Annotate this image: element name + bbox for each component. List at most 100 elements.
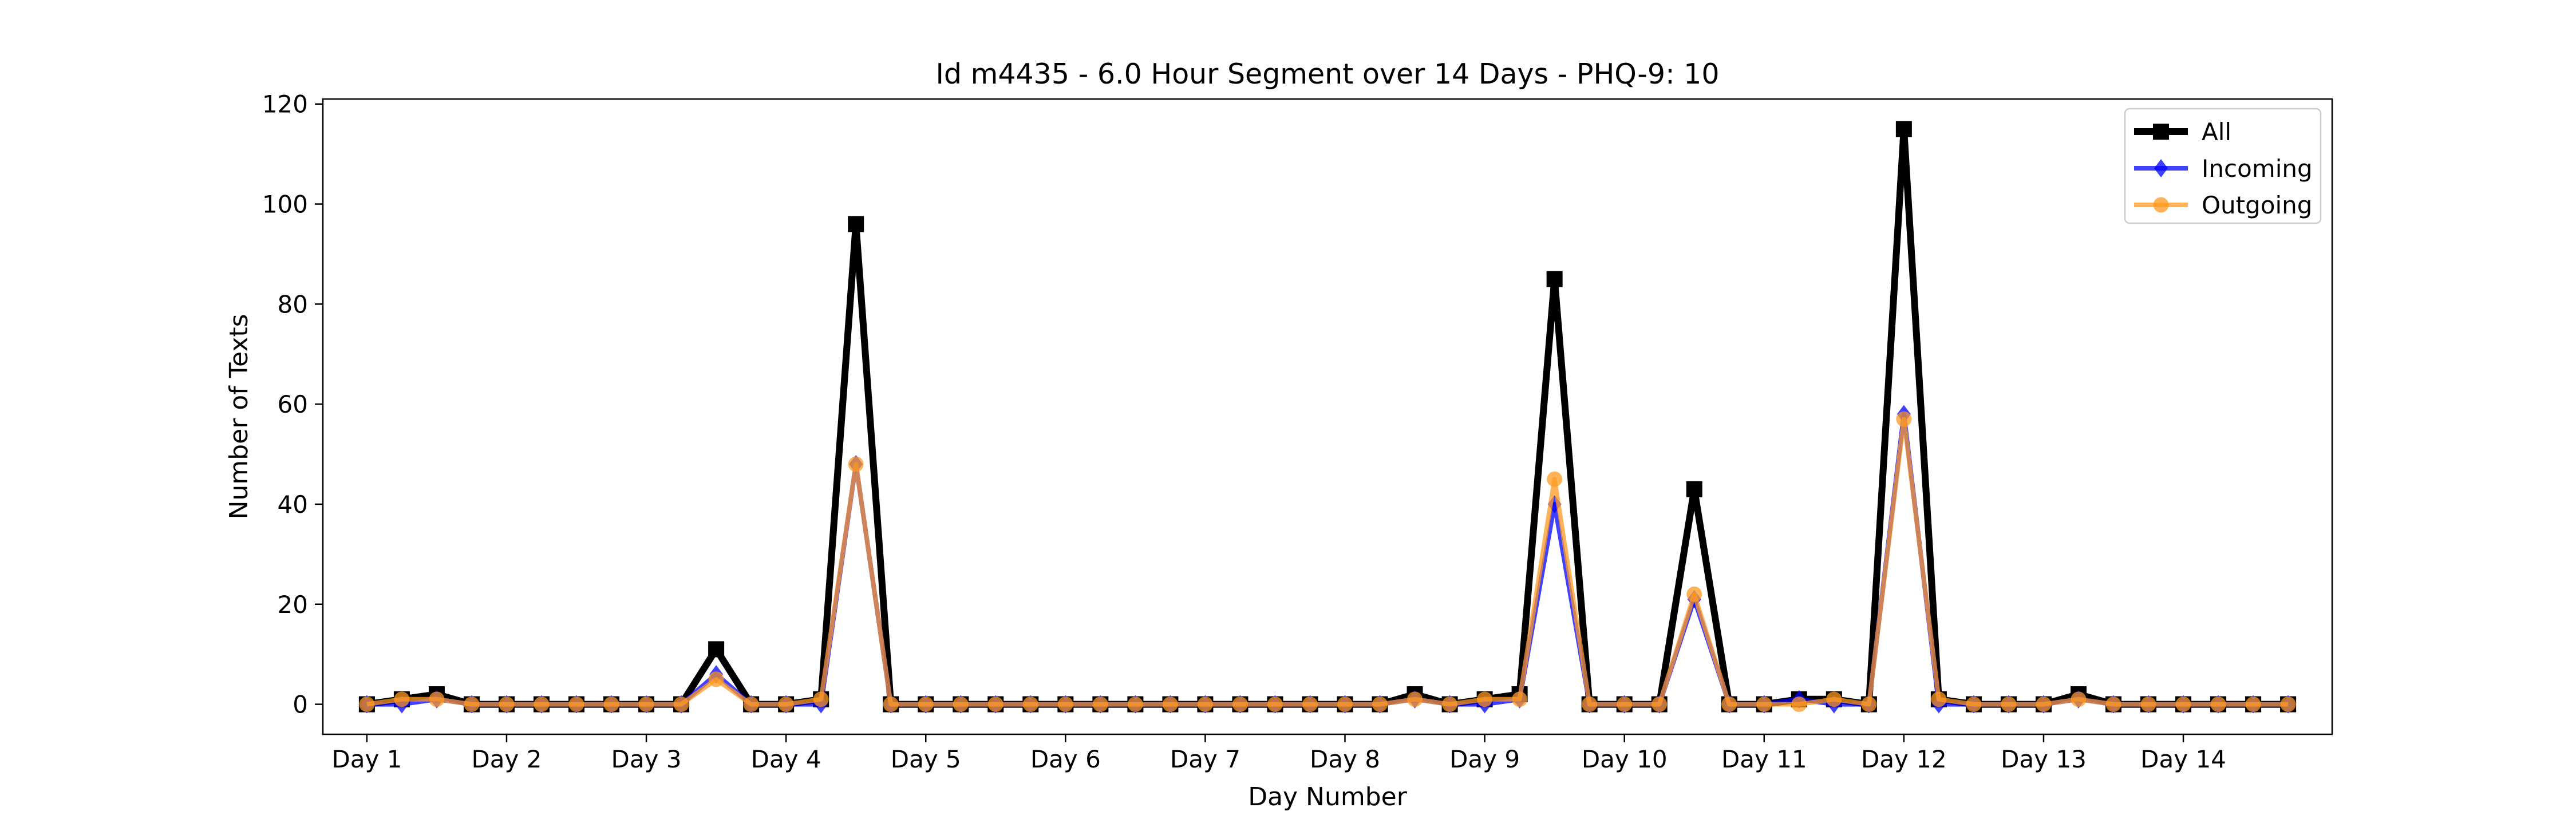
outgoing-point [1337, 697, 1353, 713]
outgoing-point [1931, 691, 1947, 707]
all-point [1546, 271, 1563, 287]
legend-label-outgoing: Outgoing [2202, 191, 2312, 219]
outgoing-point [2071, 691, 2087, 707]
outgoing-point [1127, 697, 1143, 713]
legend-label-all: All [2202, 118, 2231, 146]
outgoing-point [1477, 691, 1493, 707]
outgoing-point [2036, 697, 2052, 713]
outgoing-point [464, 697, 480, 713]
y-tick-label: 0 [293, 691, 308, 719]
outgoing-point [1442, 697, 1458, 713]
all-point [1895, 121, 1912, 137]
x-tick-label: Day 2 [471, 745, 542, 773]
x-tick-label: Day 14 [2140, 745, 2226, 773]
legend-box [2124, 108, 2322, 224]
x-tick-label: Day 12 [1861, 745, 1947, 773]
outgoing-point [1861, 697, 1877, 713]
outgoing-point [2210, 697, 2226, 713]
x-tick-label: Day 1 [331, 745, 402, 773]
outgoing-point [603, 697, 619, 713]
legend-marker-incoming [2154, 159, 2168, 177]
outgoing-point [1826, 691, 1842, 707]
outgoing-point [1686, 586, 1702, 602]
outgoing-point [1302, 697, 1318, 713]
outgoing-point [394, 691, 410, 707]
outgoing-point [1372, 697, 1388, 713]
all-point [1686, 481, 1702, 497]
outgoing-point [778, 697, 794, 713]
outgoing-point [708, 671, 724, 687]
outgoing-point [1407, 691, 1423, 707]
outgoing-point [813, 691, 829, 707]
plot-frame [322, 98, 2333, 735]
plot-area [323, 99, 2332, 734]
outgoing-point [568, 697, 584, 713]
x-tick-label: Day 5 [891, 745, 961, 773]
outgoing-point [1232, 697, 1248, 713]
x-tick-label: Day 9 [1449, 745, 1520, 773]
y-tick-label: 100 [262, 191, 308, 219]
outgoing-point [743, 697, 759, 713]
y-tick-label: 60 [278, 390, 308, 418]
outgoing-point [2105, 697, 2121, 713]
legend: All Incoming Outgoing [2124, 108, 2322, 224]
outgoing-point [1512, 691, 1528, 707]
y-tick-label: 80 [278, 290, 308, 318]
outgoing-point [987, 697, 1003, 713]
x-axis-label: Day Number [1248, 782, 1408, 812]
outgoing-point [1267, 697, 1283, 713]
chart-title: Id m4435 - 6.0 Hour Segment over 14 Days… [935, 58, 1719, 90]
outgoing-point [1652, 697, 1668, 713]
outgoing-point [359, 697, 375, 713]
x-tick-label: Day 11 [1721, 745, 1807, 773]
outgoing-point [1092, 697, 1108, 713]
x-tick-label: Day 7 [1170, 745, 1240, 773]
outgoing-point [918, 697, 934, 713]
outgoing-point [499, 697, 515, 713]
outgoing-point [848, 456, 864, 472]
outgoing-point [1617, 697, 1633, 713]
outgoing-point [1896, 411, 1912, 427]
all-point [848, 216, 864, 232]
y-tick-label: 20 [278, 591, 308, 619]
ticks-layer: 0 20 40 60 80 100 120 Day 1 Day 2 Day 3 Day 4 Day 5… [262, 90, 2226, 773]
outgoing-point [2175, 697, 2191, 713]
x-tick-label: Day 3 [611, 745, 682, 773]
all-point [708, 641, 725, 658]
outgoing-point [1162, 697, 1178, 713]
outgoing-point [1547, 471, 1563, 487]
outgoing-point [1022, 697, 1038, 713]
outgoing-point [429, 691, 445, 707]
outgoing-point [1966, 697, 1982, 713]
y-axis-label: Number of Texts [224, 314, 254, 519]
outgoing-point [1197, 697, 1213, 713]
outgoing-point [883, 697, 899, 713]
legend-label-incoming: Incoming [2202, 155, 2313, 183]
x-tick-label: Day 13 [2001, 745, 2087, 773]
outgoing-point [673, 697, 689, 713]
x-tick-label: Day 8 [1310, 745, 1380, 773]
outgoing-point [1582, 697, 1598, 713]
outgoing-point [534, 697, 550, 713]
outgoing-point [2245, 697, 2261, 713]
outgoing-point [1791, 697, 1807, 713]
x-tick-label: Day 10 [1582, 745, 1668, 773]
outgoing-point [953, 697, 969, 713]
outgoing-series [359, 411, 2296, 713]
outgoing-point [1721, 697, 1737, 713]
y-tick-label: 40 [278, 490, 308, 519]
series-layer [358, 121, 2297, 714]
outgoing-point [1057, 697, 1073, 713]
y-tick-label: 120 [262, 90, 308, 118]
outgoing-point [2280, 697, 2296, 713]
legend-marker-outgoing [2153, 197, 2169, 213]
x-tick-label: Day 4 [751, 745, 821, 773]
outgoing-point [2001, 697, 2017, 713]
legend-marker-all [2153, 124, 2169, 140]
outgoing-point [1756, 697, 1772, 713]
outgoing-point [2140, 697, 2156, 713]
outgoing-point [638, 697, 654, 713]
x-tick-label: Day 6 [1030, 745, 1101, 773]
